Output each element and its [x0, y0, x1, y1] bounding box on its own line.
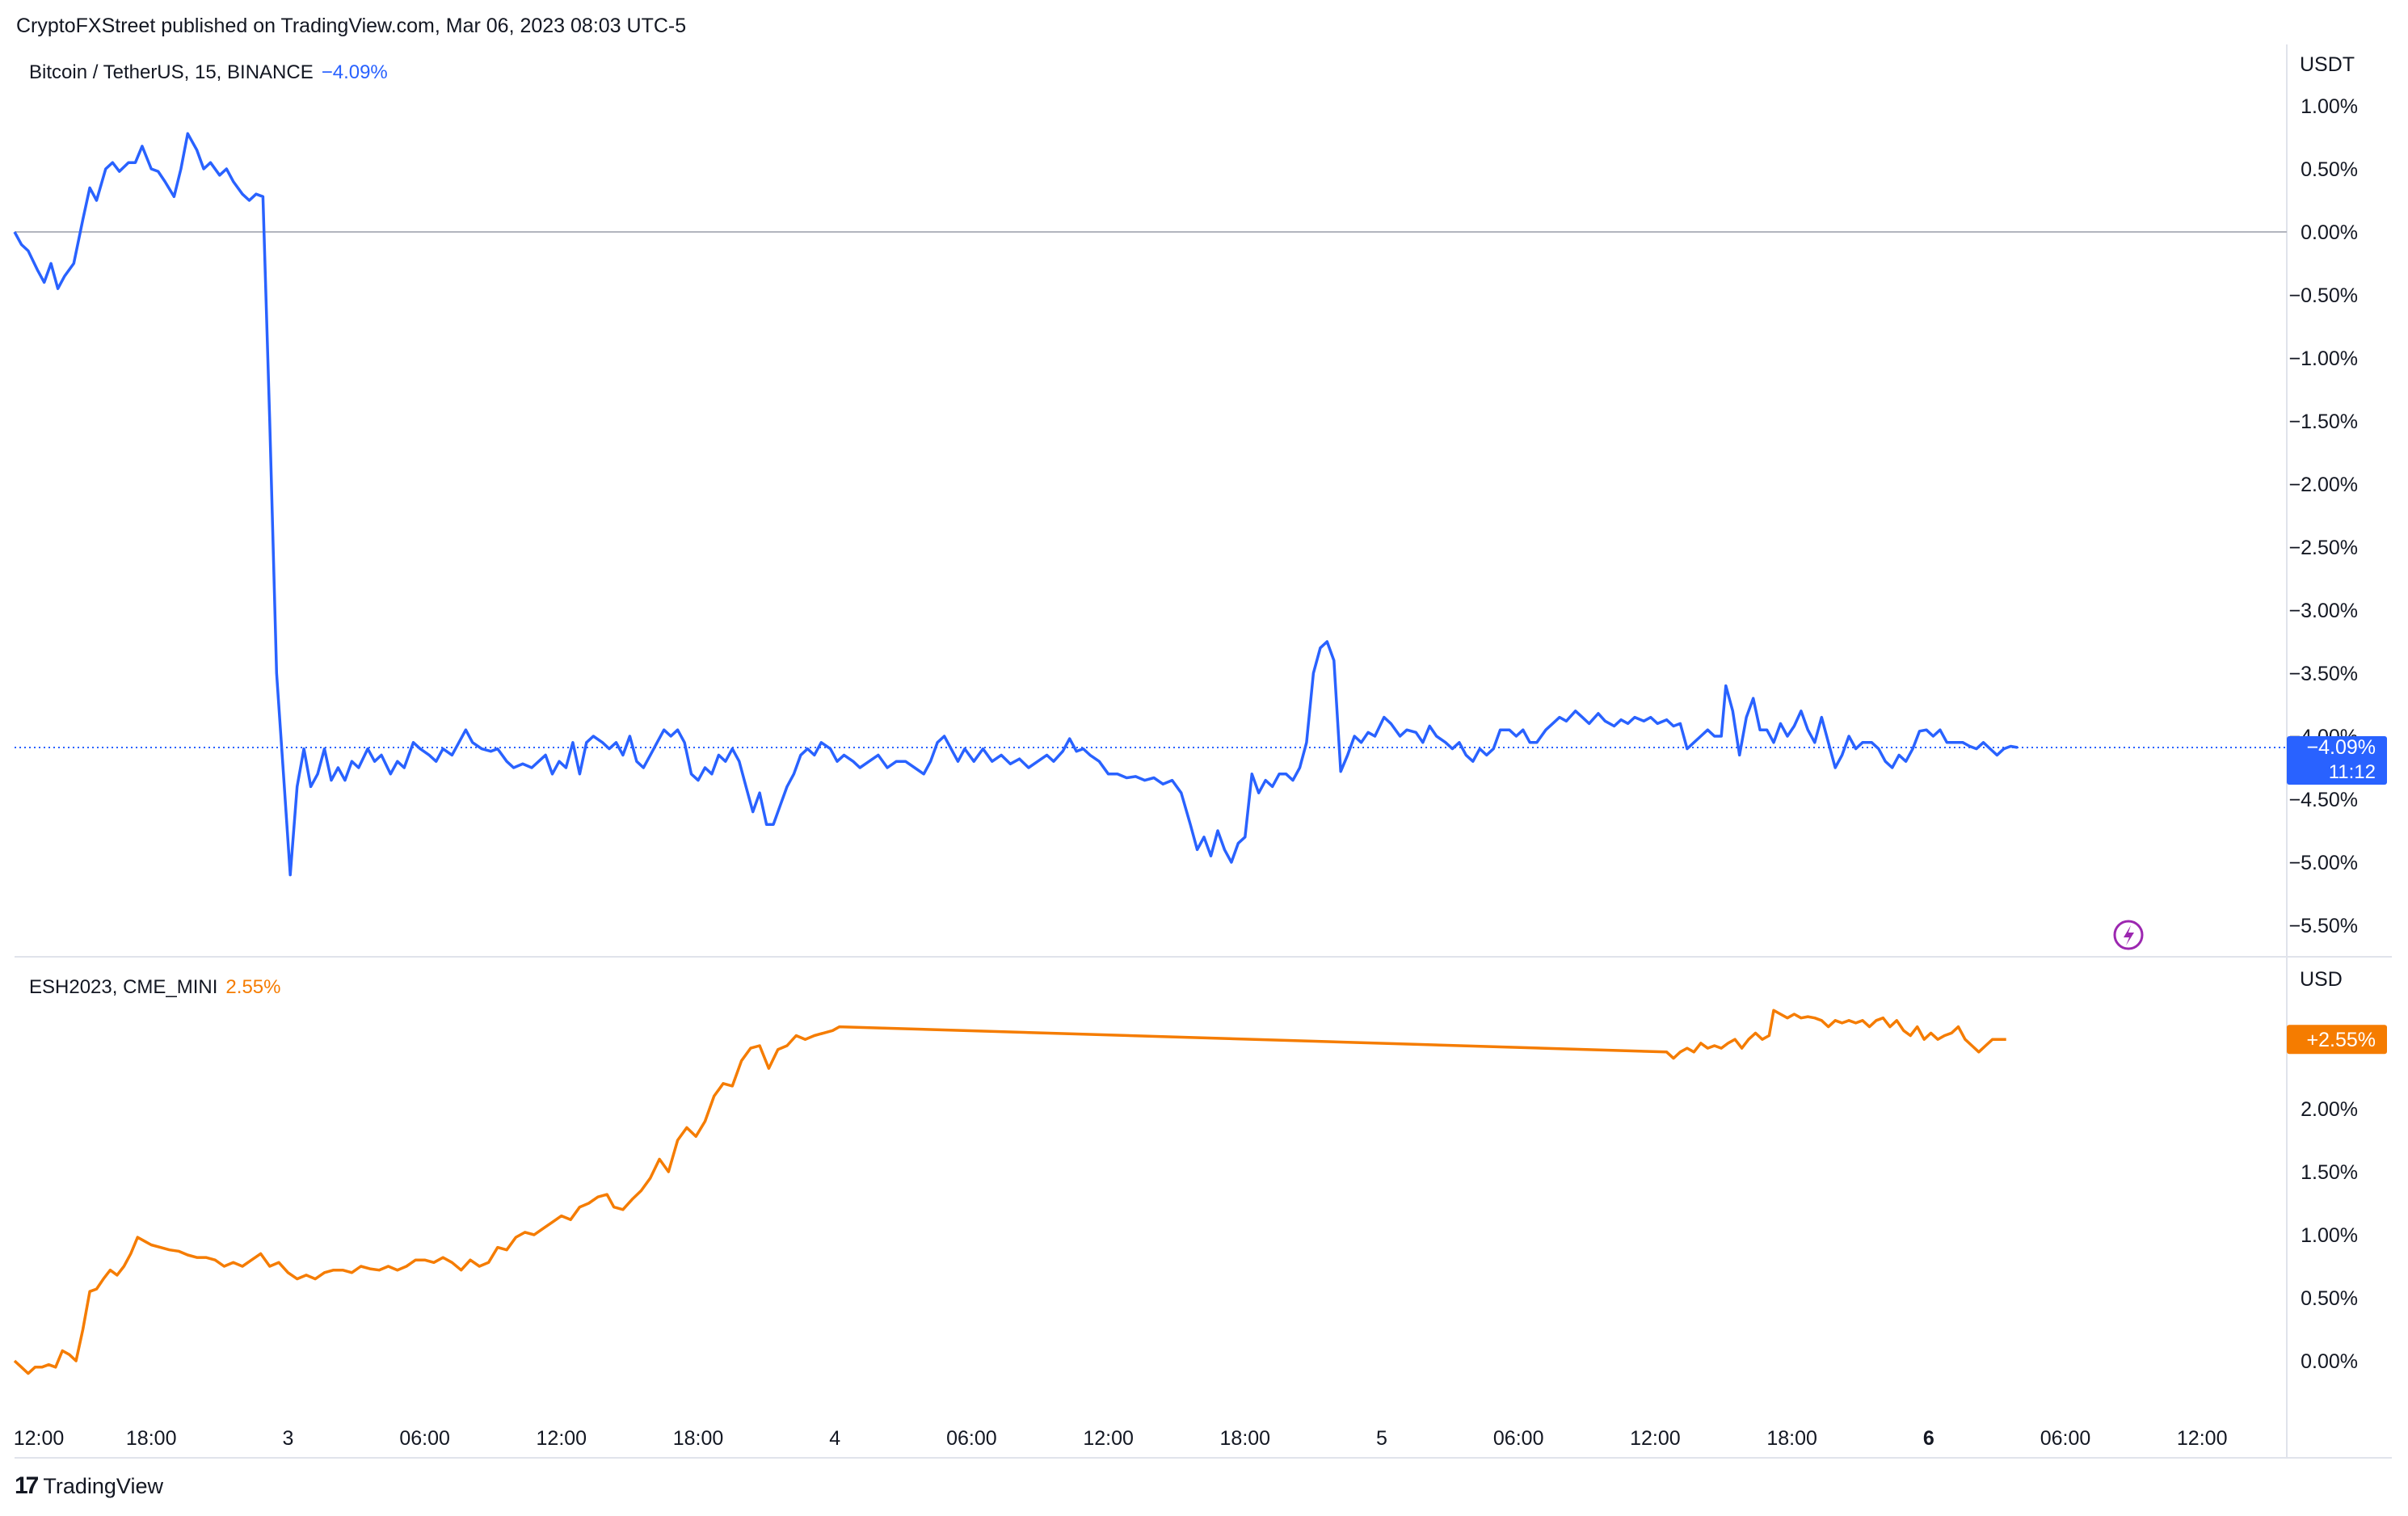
- time-tick-label: 06:00: [399, 1427, 450, 1450]
- btc-price-tick: −1.50%: [2289, 411, 2359, 433]
- time-tick-label: 12:00: [1083, 1427, 1134, 1450]
- btc-price-tick: −1.00%: [2289, 347, 2359, 370]
- time-tick-label: 12:00: [1630, 1427, 1681, 1450]
- btc-price-tick: −5.00%: [2289, 852, 2359, 874]
- btc-price-badge-label: −4.09%: [2307, 736, 2376, 759]
- btc-price-tick: −2.50%: [2289, 537, 2359, 559]
- lightning-bolt-icon[interactable]: [2113, 920, 2144, 950]
- time-tick-label: 3: [282, 1427, 293, 1450]
- btc-change-label: −4.09%: [321, 61, 388, 83]
- time-tick-label: 06:00: [2040, 1427, 2091, 1450]
- es-unit-label: USD: [2300, 968, 2343, 991]
- es-series-line[interactable]: [13, 1009, 2006, 1375]
- btc-price-tick: −4.50%: [2289, 789, 2359, 811]
- time-tick-label: 06:00: [946, 1427, 997, 1450]
- time-tick-label: 18:00: [1766, 1427, 1817, 1450]
- btc-price-tick: −3.50%: [2289, 663, 2359, 685]
- btc-legend[interactable]: Bitcoin / TetherUS, 15, BINANCE −4.09%: [29, 61, 388, 84]
- time-tick-label: 18:00: [673, 1427, 724, 1450]
- time-tick-label: 18:00: [126, 1427, 177, 1450]
- time-tick-label: 18:00: [1220, 1427, 1271, 1450]
- btc-price-tick: −2.00%: [2289, 474, 2359, 496]
- es-price-tick: 0.50%: [2301, 1287, 2358, 1310]
- btc-price-tick: −5.50%: [2289, 915, 2359, 937]
- es-price-tick: 0.00%: [2301, 1350, 2358, 1373]
- btc-pane[interactable]: USDT 1.00% 0.50% 0.00% −0.50% −1.00% −1.50% −2.…: [13, 53, 2387, 937]
- es-price-tick: 1.00%: [2301, 1224, 2358, 1247]
- publisher-header: CryptoFXStreet published on TradingView.…: [16, 15, 687, 37]
- es-legend[interactable]: ESH2023, CME_MINI 2.55%: [29, 976, 280, 999]
- btc-price-badge[interactable]: [2287, 736, 2387, 785]
- btc-unit-label: USDT: [2300, 53, 2355, 76]
- time-tick-label: 12:00: [537, 1427, 587, 1450]
- time-tick-label: 4: [829, 1427, 840, 1450]
- es-pane[interactable]: USD 2.00% 1.50% 1.00% 0.50% 0.00% +2.55%: [13, 968, 2387, 1375]
- time-tick-label: 5: [1376, 1427, 1387, 1450]
- btc-price-tick: −3.00%: [2289, 600, 2359, 622]
- es-symbol-label: ESH2023, CME_MINI: [29, 976, 218, 998]
- time-tick-label: 12:00: [14, 1427, 65, 1450]
- es-price-badge[interactable]: [2287, 1025, 2387, 1055]
- es-price-tick: 2.00%: [2301, 1098, 2358, 1121]
- btc-symbol-label: Bitcoin / TetherUS, 15, BINANCE: [29, 61, 314, 83]
- btc-series-line[interactable]: [13, 132, 2019, 877]
- es-change-label: 2.55%: [225, 976, 281, 998]
- lightning-bolt-glyph: [2124, 925, 2134, 945]
- btc-price-tick: 1.00%: [2301, 95, 2358, 118]
- es-price-tick: 1.50%: [2301, 1161, 2358, 1184]
- footer-brand-label: TradingView: [43, 1473, 163, 1498]
- btc-price-tick: −0.50%: [2289, 284, 2359, 307]
- time-tick-label: 12:00: [2177, 1427, 2228, 1450]
- btc-countdown-label: 11:12: [2329, 761, 2376, 783]
- btc-price-tick: 0.00%: [2301, 221, 2358, 244]
- footer-brand[interactable]: 17 TradingView: [15, 1472, 163, 1500]
- time-tick-label: 06:00: [1493, 1427, 1544, 1450]
- pane-frame: [15, 44, 2392, 1459]
- alert-button[interactable]: [2113, 920, 2144, 950]
- tradingview-logo-icon: 17: [15, 1472, 39, 1499]
- time-axis[interactable]: 12:00 18:00 3 06:00 12:00 18:00 4 06:00 12:00 18:…: [14, 1427, 2228, 1450]
- btc-price-tick: 0.50%: [2301, 158, 2358, 181]
- time-tick-label: 6: [1923, 1427, 1934, 1450]
- es-price-badge-label: +2.55%: [2307, 1029, 2376, 1051]
